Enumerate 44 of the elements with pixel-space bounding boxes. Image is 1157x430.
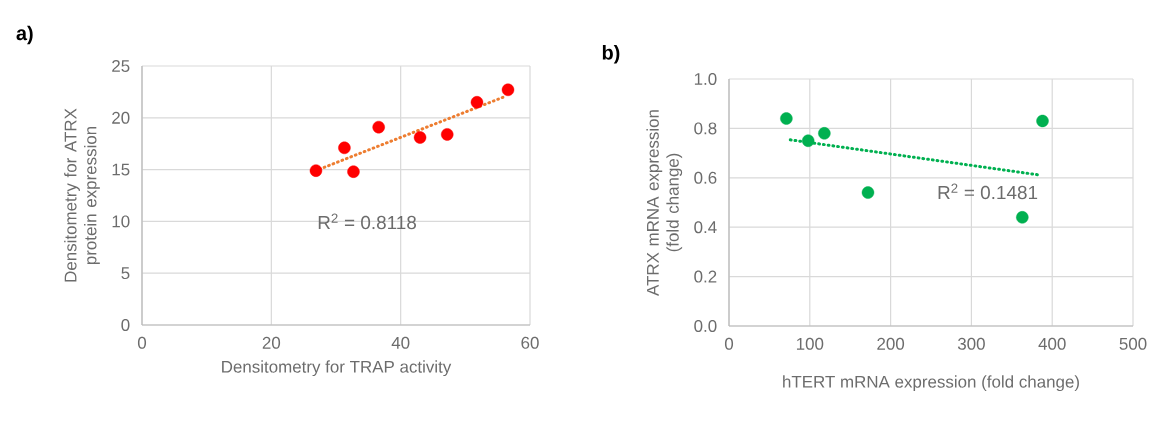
point <box>470 96 484 109</box>
x-axis-title: hTERT mRNA expression (fold change) <box>783 375 1079 392</box>
y-tick-label: 10 <box>112 215 130 228</box>
y-tick-label: 25 <box>112 60 130 72</box>
y-tick-label: 0.6 <box>694 171 717 184</box>
point <box>780 112 793 125</box>
y-tick-label: 15 <box>112 163 130 176</box>
x-tick-label: 500 <box>1119 337 1147 350</box>
y-axis-title: ATRX mRNA expression (fold change) <box>646 110 683 296</box>
point <box>347 165 360 178</box>
point <box>309 164 323 177</box>
x-tick-label: 0 <box>724 337 734 350</box>
y-axis-title: Densitometry for ATRX protein expression <box>64 108 100 282</box>
y-tick-label: 0.0 <box>694 320 717 332</box>
point <box>801 134 815 147</box>
x-axis-title: Densitometry for TRAP activity <box>222 360 452 377</box>
y-tick-label: 20 <box>112 111 130 124</box>
point <box>1016 211 1029 224</box>
point <box>338 141 351 155</box>
point <box>413 131 427 144</box>
point <box>501 83 515 97</box>
x-tick-label: 200 <box>877 337 905 350</box>
point <box>818 127 831 140</box>
y-tick-label: 5 <box>121 267 130 280</box>
y-tick-label: 0.2 <box>694 270 717 283</box>
x-tick-label: 300 <box>957 337 985 350</box>
annotation: R$^{2}$ = 0.1481 <box>938 183 1038 200</box>
x-tick-label: 60 <box>521 336 539 349</box>
point <box>861 186 875 199</box>
y-tick-label: 0 <box>121 319 130 331</box>
y-tick-label: 1.0 <box>694 73 717 85</box>
x-tick-label: 40 <box>391 336 410 349</box>
annotation: R$^{2}$ = 0.8118 <box>318 213 417 230</box>
y-tick-label: 0.4 <box>694 221 717 234</box>
point <box>441 128 454 141</box>
x-tick-label: 20 <box>262 336 281 349</box>
y-tick-label: 0.8 <box>694 122 717 135</box>
x-tick-label: 400 <box>1038 337 1066 350</box>
chart-title: a) <box>16 25 33 45</box>
x-tick-label: 0 <box>137 336 147 349</box>
point <box>372 120 385 134</box>
point <box>1036 114 1049 128</box>
x-tick-label: 100 <box>796 337 824 350</box>
chart-title: b) <box>602 45 620 64</box>
